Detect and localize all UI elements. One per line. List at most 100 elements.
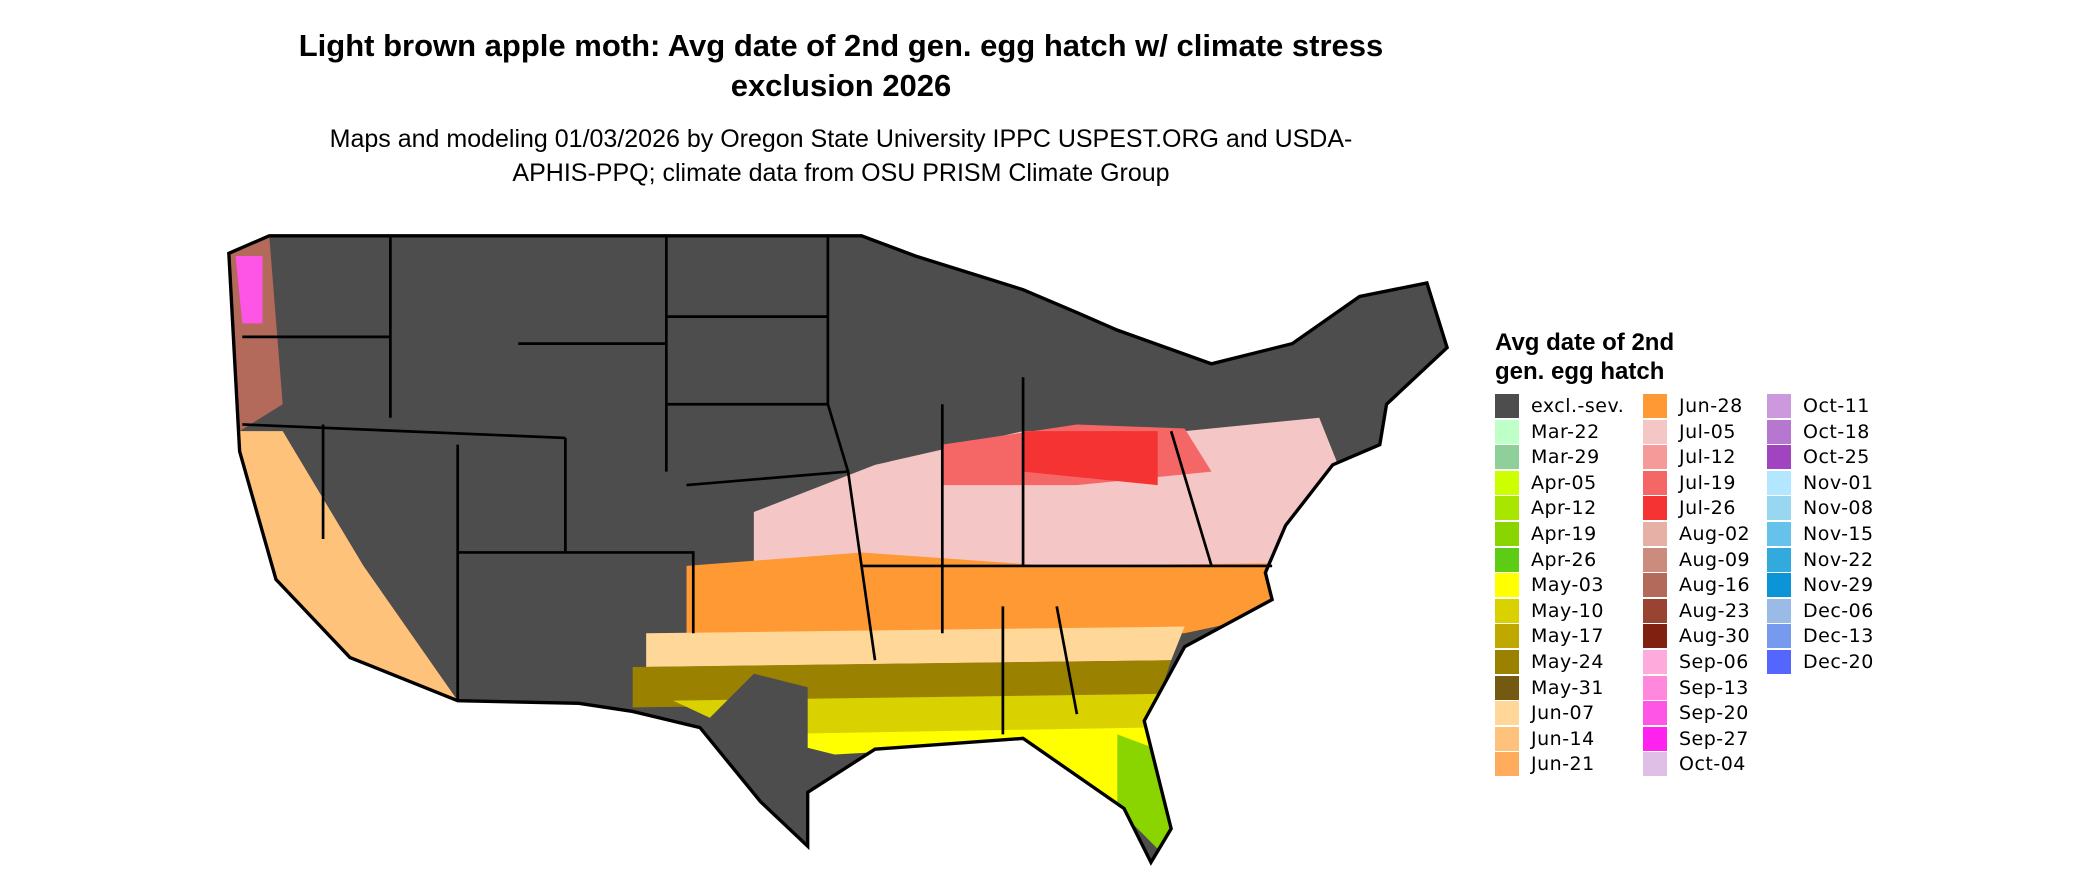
legend-label: Jul-26 [1679,497,1736,520]
legend-swatch [1643,496,1667,521]
legend-swatch [1767,624,1791,649]
legend-item: May-03 [1495,573,1604,598]
legend-swatch [1643,419,1667,444]
legend-label: Jul-19 [1679,471,1736,494]
legend-label: Sep-20 [1679,702,1749,725]
legend-swatch [1495,419,1519,444]
legend-swatch [1495,752,1519,777]
legend-label: Apr-12 [1531,497,1597,520]
legend-item: Aug-09 [1643,547,1751,572]
legend-item: May-24 [1495,650,1604,674]
legend-swatch [1767,496,1791,521]
legend-label: Aug-09 [1679,548,1751,571]
legend-item: May-31 [1495,675,1604,700]
legend-swatch [1643,394,1667,418]
legend-item: Dec-13 [1767,624,1874,649]
legend-swatch [1495,547,1519,572]
legend-item: Mar-22 [1495,419,1600,444]
legend-swatch [1767,419,1791,444]
legend-item: Jun-14 [1495,726,1595,751]
legend-label: Sep-27 [1679,727,1749,750]
legend-label: Jun-07 [1531,702,1595,725]
legend-label: Nov-15 [1803,523,1874,545]
legend-swatch [1643,522,1667,546]
legend-item: May-17 [1495,624,1604,649]
legend-label: Apr-19 [1531,523,1597,545]
legend-label: Jul-12 [1679,446,1736,469]
legend-item: Jun-21 [1495,752,1595,777]
legend-label: Aug-16 [1679,574,1751,597]
legend-label: Apr-05 [1531,471,1597,494]
legend-label: Dec-13 [1803,625,1874,648]
legend-item: Sep-13 [1643,675,1749,700]
legend-label: May-31 [1531,676,1604,699]
legend-item: Jul-05 [1643,419,1736,444]
state-borders [242,235,1273,735]
legend-label: Oct-04 [1679,753,1746,776]
legend-swatch [1495,726,1519,751]
legend-label: Oct-11 [1803,395,1870,417]
legend-item: Oct-25 [1767,445,1870,470]
legend-item: Dec-06 [1767,598,1874,623]
legend-label: Mar-29 [1531,446,1600,469]
legend-label: Jun-28 [1679,395,1743,417]
legend-item: Oct-04 [1643,752,1746,777]
legend-swatch [1495,470,1519,495]
subtitle: Maps and modeling 01/03/2026 by Oregon S… [329,125,1353,187]
legend-label: Nov-08 [1803,497,1874,520]
legend-label: Aug-30 [1679,625,1751,648]
legend-swatch [1767,445,1791,470]
map-fill [228,235,1448,863]
legend-label: Jul-05 [1679,420,1736,443]
legend-item: Apr-12 [1495,496,1597,521]
legend-item: Oct-18 [1767,419,1870,444]
legend-swatch [1495,522,1519,546]
legend-item: Oct-11 [1767,394,1870,418]
legend-swatch [1643,701,1667,726]
legend-swatch [1643,726,1667,751]
legend-label: Jun-14 [1531,727,1595,750]
legend-swatch [1495,445,1519,470]
legend-swatch [1495,394,1519,418]
legend-swatch [1643,573,1667,598]
legend-swatch [1495,624,1519,649]
legend-label: Dec-20 [1803,651,1874,673]
legend-item: May-10 [1495,598,1604,623]
legend-item: Nov-15 [1767,522,1874,546]
legend-swatch [1767,522,1791,546]
legend-swatch [1495,496,1519,521]
legend-item: Nov-08 [1767,496,1874,521]
legend-label: Oct-25 [1803,446,1870,469]
legend-item: Sep-20 [1643,701,1749,726]
legend-swatch [1643,598,1667,623]
legend-label: Apr-26 [1531,548,1597,571]
legend-item: Jun-07 [1495,701,1595,726]
legend-item: excl.-sev. [1495,394,1624,418]
legend-item: Jun-28 [1643,394,1743,418]
legend-label: Oct-18 [1803,420,1870,443]
legend-swatch [1767,547,1791,572]
legend-item: Sep-27 [1643,726,1749,751]
legend-swatch [1767,573,1791,598]
legend-item: Dec-20 [1767,650,1874,674]
legend-item: Nov-22 [1767,547,1874,572]
legend-label: May-10 [1531,599,1604,622]
legend-item: Sep-06 [1643,650,1749,674]
legend-swatch [1643,470,1667,495]
legend-label: Sep-06 [1679,651,1749,673]
legend-label: Nov-01 [1803,471,1874,494]
legend-swatch [1643,650,1667,674]
legend-title: Avg date of 2nd gen. egg hatch [1495,329,1675,385]
legend-swatch [1767,598,1791,623]
title: Light brown apple moth: Avg date of 2nd … [298,28,1384,103]
legend-label: May-03 [1531,574,1604,597]
legend-item: Nov-01 [1767,470,1874,495]
legend-swatch [1643,445,1667,470]
legend-label: May-24 [1531,651,1604,673]
legend-label: Aug-02 [1679,523,1751,545]
legend-swatch [1643,752,1667,777]
legend-label: excl.-sev. [1531,395,1625,417]
legend-item: Mar-29 [1495,445,1600,470]
